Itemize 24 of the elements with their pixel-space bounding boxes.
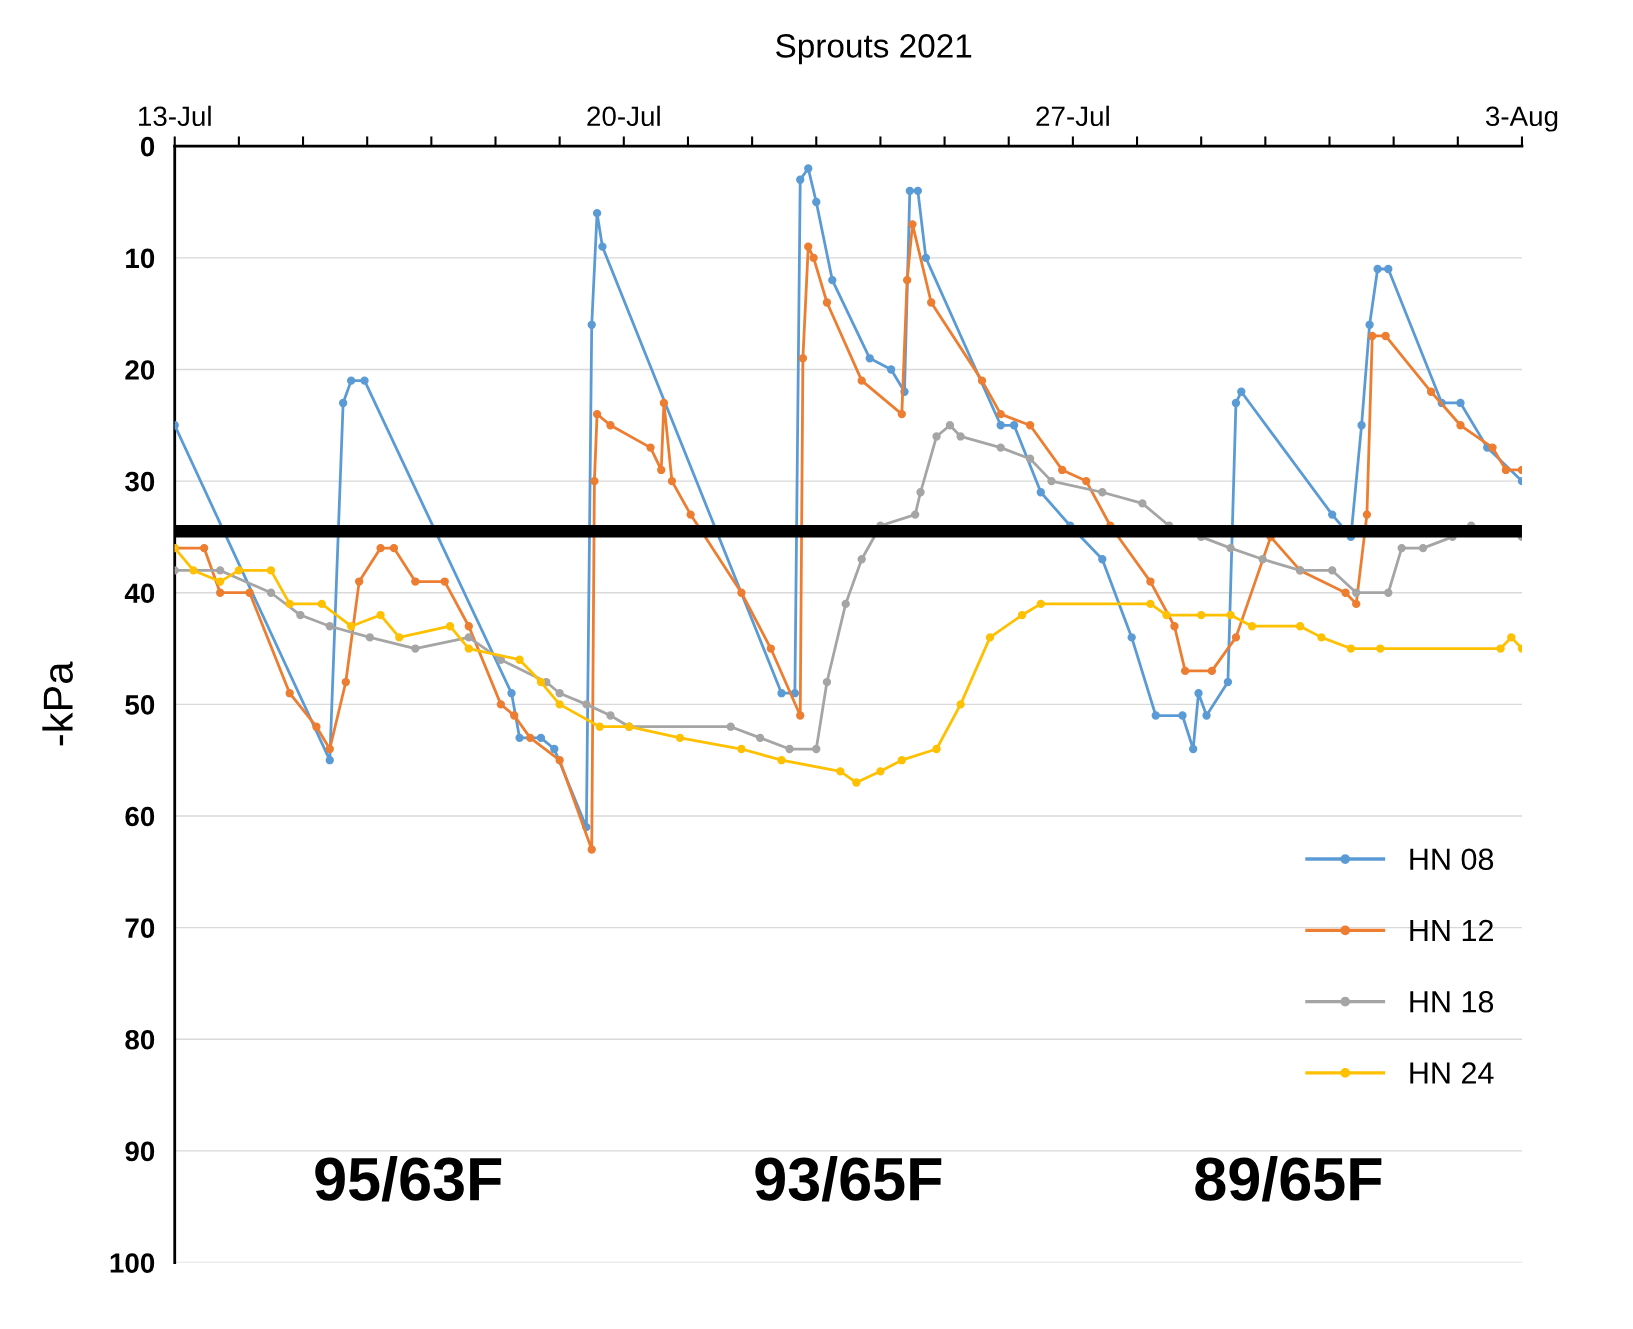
y-tick-label: 10 [126, 248, 155, 269]
y-tick-label: 40 [124, 583, 155, 604]
y-tick-label: 80 [125, 1029, 155, 1050]
annotation: 89/65F [1195, 1155, 1382, 1202]
legend-label: HN 08 [1410, 848, 1494, 871]
y-tick-label: 60 [125, 806, 155, 827]
annotation: 95/63F [315, 1155, 502, 1202]
y-tick-label: 0 [140, 136, 155, 157]
x-tick-label: 3-Aug [1485, 106, 1558, 132]
chart-title: Sprouts 2021 [776, 34, 972, 65]
y-axis-title: -kPa [42, 661, 73, 746]
y-tick-label: 70 [125, 918, 155, 938]
y-tick-label: 20 [125, 360, 155, 380]
y-tick-label: 50 [125, 695, 155, 715]
x-tick-label: 13-Jul [139, 105, 211, 127]
y-tick-label: 100 [110, 1253, 155, 1273]
x-tick-label: 20-Jul [587, 105, 660, 127]
legend-label: HN 24 [1410, 1062, 1494, 1084]
y-tick-label: 90 [125, 1141, 155, 1162]
legend-label: HN 12 [1410, 919, 1493, 942]
annotation: 93/65F [755, 1155, 942, 1202]
legend-label: HN 18 [1410, 990, 1494, 1013]
y-tick-label: 30 [125, 471, 155, 492]
x-tick-label: 27-Jul [1036, 105, 1109, 127]
